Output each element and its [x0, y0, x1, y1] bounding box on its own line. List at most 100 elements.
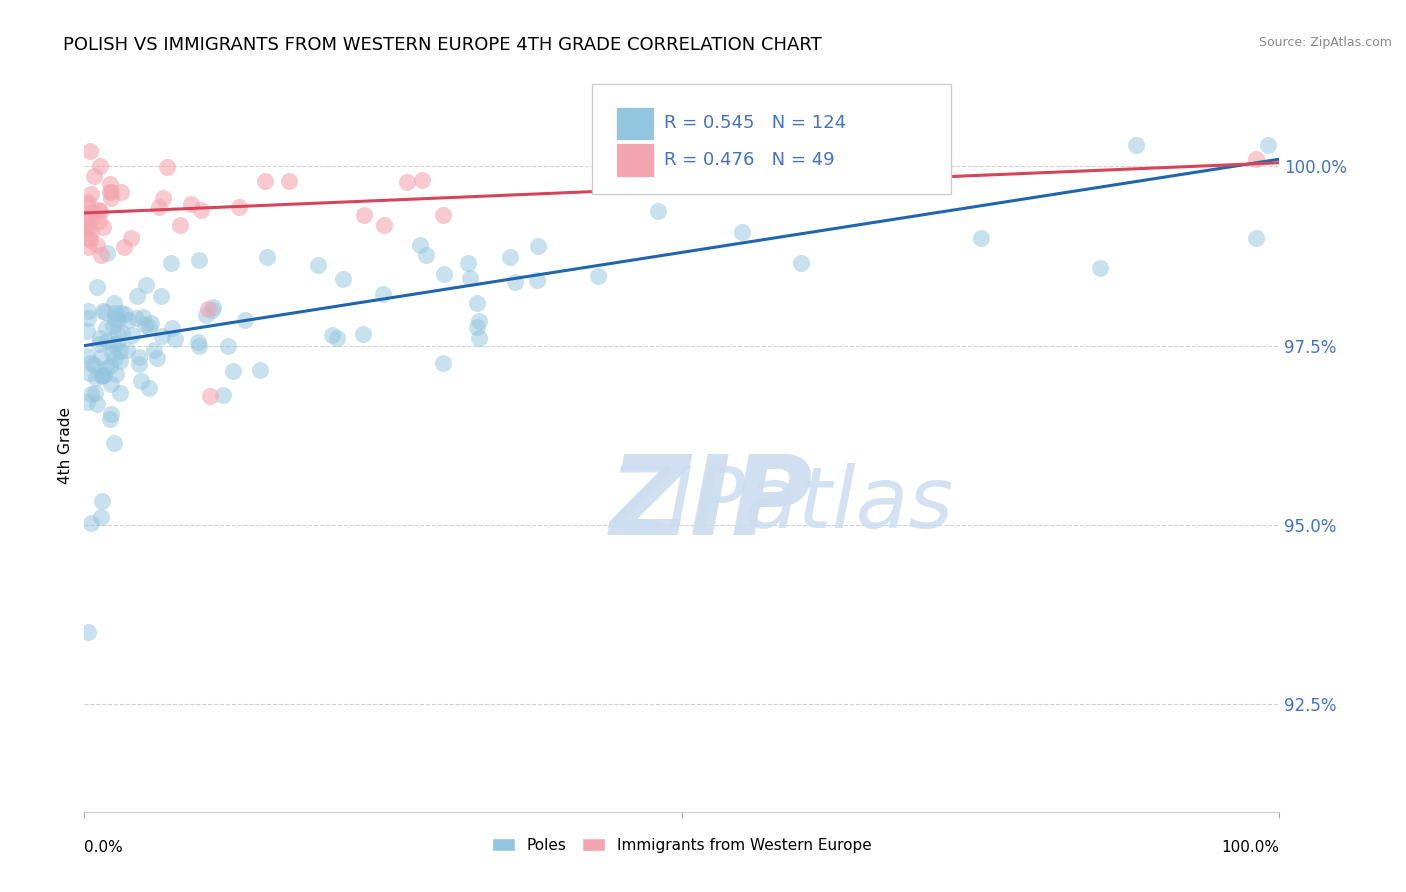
- Poles: [98, 411, 121, 425]
- Immigrants from Western Europe: [180, 197, 202, 211]
- Poles: [139, 317, 162, 331]
- Poles: [1244, 231, 1267, 245]
- Poles: [321, 327, 343, 342]
- Poles: [432, 356, 454, 370]
- Poles: [201, 303, 224, 318]
- Text: R = 0.476   N = 49: R = 0.476 N = 49: [664, 151, 835, 169]
- Poles: [150, 328, 173, 343]
- Poles: [465, 319, 488, 334]
- Poles: [415, 247, 437, 261]
- Poles: [105, 326, 128, 341]
- Text: 100.0%: 100.0%: [1222, 840, 1279, 855]
- Immigrants from Western Europe: [121, 231, 143, 245]
- Poles: [256, 250, 278, 264]
- Immigrants from Western Europe: [79, 145, 101, 159]
- Poles: [503, 275, 526, 289]
- Immigrants from Western Europe: [77, 231, 100, 245]
- Poles: [107, 311, 129, 326]
- Poles: [128, 357, 150, 371]
- Poles: [96, 246, 118, 260]
- Immigrants from Western Europe: [353, 208, 375, 222]
- Poles: [104, 306, 127, 320]
- Poles: [96, 321, 118, 335]
- Poles: [790, 256, 813, 270]
- Immigrants from Western Europe: [87, 213, 110, 227]
- Immigrants from Western Europe: [228, 200, 250, 214]
- Poles: [249, 363, 271, 377]
- Immigrants from Western Europe: [190, 202, 212, 217]
- Poles: [188, 252, 211, 267]
- Poles: [105, 367, 128, 381]
- Poles: [132, 310, 155, 324]
- Poles: [163, 332, 186, 346]
- Poles: [103, 337, 125, 351]
- Poles: [101, 319, 124, 334]
- Poles: [80, 387, 103, 401]
- Poles: [111, 326, 134, 341]
- Immigrants from Western Europe: [80, 225, 103, 239]
- Immigrants from Western Europe: [76, 222, 98, 236]
- Poles: [117, 312, 139, 326]
- Poles: [103, 436, 125, 450]
- Poles: [307, 258, 329, 272]
- Immigrants from Western Europe: [90, 248, 112, 262]
- Immigrants from Western Europe: [198, 389, 221, 403]
- Poles: [94, 304, 117, 318]
- Poles: [91, 303, 114, 318]
- Poles: [124, 311, 146, 326]
- Poles: [107, 336, 129, 351]
- Poles: [408, 238, 430, 252]
- Poles: [233, 313, 256, 327]
- Poles: [76, 349, 98, 363]
- Poles: [326, 331, 349, 345]
- Immigrants from Western Europe: [79, 211, 101, 225]
- Poles: [135, 277, 157, 292]
- Immigrants from Western Europe: [411, 172, 433, 186]
- FancyBboxPatch shape: [616, 107, 654, 140]
- Immigrants from Western Europe: [91, 219, 114, 234]
- Y-axis label: 4th Grade: 4th Grade: [58, 408, 73, 484]
- Poles: [114, 307, 136, 321]
- Immigrants from Western Europe: [79, 233, 101, 247]
- Poles: [100, 407, 122, 421]
- Poles: [138, 381, 160, 395]
- Immigrants from Western Europe: [89, 204, 111, 219]
- Immigrants from Western Europe: [87, 202, 110, 217]
- Poles: [101, 346, 124, 360]
- Immigrants from Western Europe: [156, 160, 179, 174]
- Poles: [110, 306, 132, 320]
- Poles: [150, 289, 173, 303]
- Text: R = 0.545   N = 124: R = 0.545 N = 124: [664, 114, 846, 132]
- Immigrants from Western Europe: [76, 215, 98, 229]
- Immigrants from Western Europe: [432, 208, 454, 222]
- Poles: [468, 314, 491, 328]
- Poles: [1125, 137, 1147, 152]
- Poles: [104, 351, 127, 365]
- Poles: [98, 359, 121, 373]
- Poles: [647, 204, 669, 219]
- Poles: [76, 303, 98, 318]
- Poles: [875, 171, 897, 186]
- Poles: [128, 351, 150, 365]
- Poles: [731, 225, 754, 239]
- Poles: [108, 354, 131, 368]
- Poles: [212, 388, 235, 402]
- Poles: [202, 300, 225, 314]
- Poles: [86, 397, 108, 411]
- Poles: [194, 308, 217, 322]
- Immigrants from Western Europe: [86, 238, 108, 252]
- Immigrants from Western Europe: [83, 169, 105, 184]
- Poles: [86, 280, 108, 294]
- Poles: [76, 395, 98, 409]
- Immigrants from Western Europe: [277, 174, 299, 188]
- Immigrants from Western Europe: [110, 186, 132, 200]
- Poles: [187, 335, 209, 350]
- Poles: [89, 336, 111, 351]
- Poles: [108, 344, 131, 359]
- Poles: [143, 343, 166, 357]
- Immigrants from Western Europe: [373, 218, 395, 232]
- Poles: [499, 250, 522, 264]
- Poles: [1257, 137, 1279, 152]
- Poles: [90, 509, 112, 524]
- Poles: [103, 296, 125, 310]
